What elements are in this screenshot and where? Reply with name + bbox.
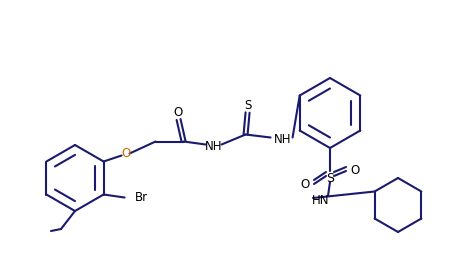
Text: NH: NH bbox=[205, 140, 222, 153]
Text: S: S bbox=[244, 99, 251, 112]
Text: HN: HN bbox=[312, 194, 330, 207]
Text: O: O bbox=[173, 106, 182, 119]
Text: O: O bbox=[121, 147, 130, 160]
Text: Br: Br bbox=[134, 191, 148, 204]
Text: O: O bbox=[350, 165, 360, 178]
Text: NH: NH bbox=[274, 133, 291, 146]
Text: O: O bbox=[300, 178, 310, 190]
Text: S: S bbox=[326, 171, 334, 184]
